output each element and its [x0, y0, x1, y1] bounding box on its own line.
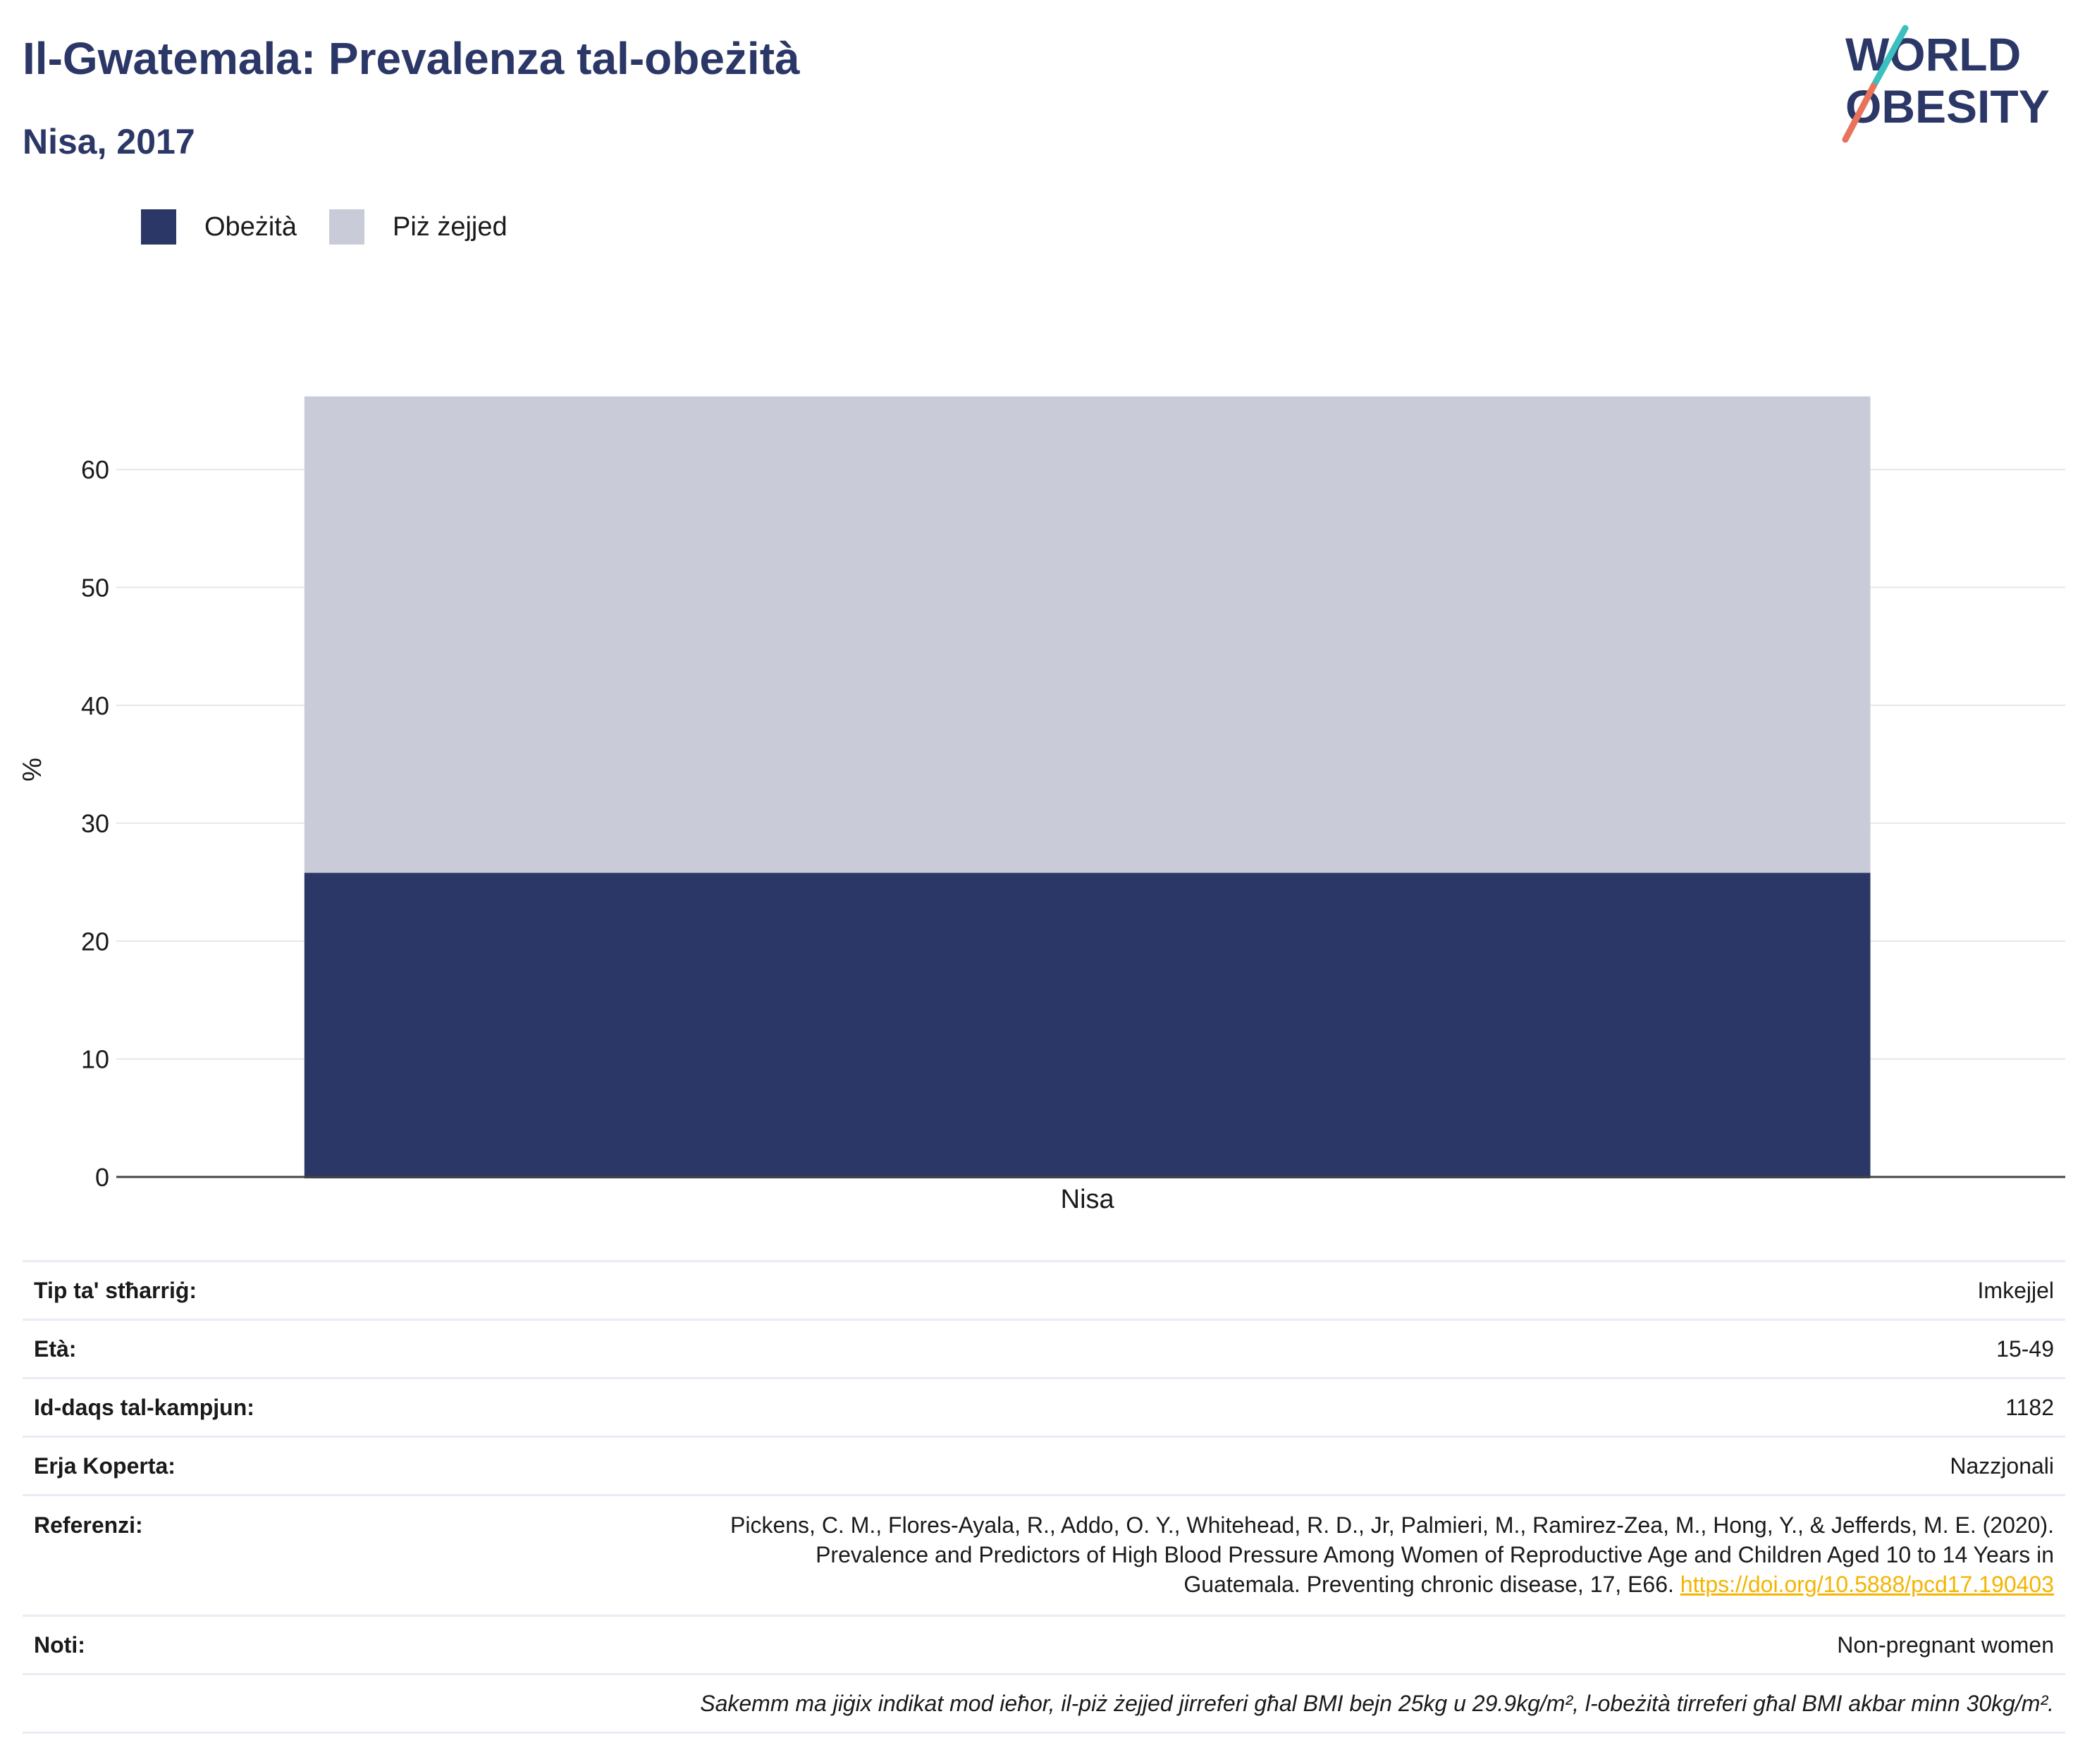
table-row-area: Erja Koperta: Nazzjonali: [23, 1436, 2065, 1495]
y-tick-label: 10: [81, 1045, 109, 1074]
logo-slash-top: [1870, 25, 1909, 90]
y-tick-label: 0: [95, 1163, 109, 1192]
table-row-footnote: Sakemm ma jiġix indikat mod ieħor, il-pi…: [23, 1673, 2065, 1734]
age-label: Età:: [23, 1319, 539, 1378]
world-obesity-logo: WORLD OBESITY: [1842, 25, 2050, 143]
bar-obesity: [304, 872, 1871, 1178]
survey-type-label: Tip ta' stħarriġ:: [23, 1260, 539, 1320]
age-value: 15-49: [539, 1319, 2065, 1378]
table-row-sample-size: Id-daqs tal-kampjun: 1182: [23, 1377, 2065, 1437]
table-row-age: Età: 15-49: [23, 1319, 2065, 1378]
legend-label-obesity: Obeżità: [204, 211, 297, 242]
notes-label: Noti:: [23, 1615, 539, 1674]
notes-value: Non-pregnant women: [539, 1615, 2065, 1674]
reference-line-2: Prevalence and Predictors of High Blood …: [816, 1542, 2054, 1567]
references-label: Referenzi:: [23, 1494, 539, 1616]
y-tick-label: 50: [81, 574, 109, 603]
legend-swatch-obesity: [141, 209, 176, 245]
reference-link[interactable]: https://doi.org/10.5888/pcd17.190403: [1680, 1572, 2054, 1597]
definition-footnote: Sakemm ma jiġix indikat mod ieħor, il-pi…: [23, 1673, 2065, 1734]
x-axis-ticks: Nisa: [1061, 1185, 1115, 1214]
logo-slash-bottom: [1842, 82, 1877, 143]
logo-line1: WORLD: [1845, 28, 2021, 80]
sample-size-label: Id-daqs tal-kampjun:: [23, 1377, 539, 1437]
y-tick-label: 40: [81, 691, 109, 720]
logo-line2: OBESITY: [1845, 80, 2050, 132]
chart-legend: Obeżità Piż żejjed: [141, 209, 540, 245]
references-value: Pickens, C. M., Flores-Ayala, R., Addo, …: [539, 1494, 2065, 1616]
table-row-notes: Noti: Non-pregnant women: [23, 1615, 2065, 1674]
bar-overweight: [304, 396, 1871, 873]
reference-line-3: Guatemala. Preventing chronic disease, 1…: [1183, 1572, 1674, 1597]
table-row-survey-type: Tip ta' stħarriġ: Imkejjel: [23, 1260, 2065, 1320]
y-axis-label: %: [18, 758, 47, 782]
y-axis-ticks: 0 10 20 30 40 50 60: [81, 455, 109, 1192]
chart-subtitle: Nisa, 2017: [23, 122, 195, 161]
legend-item-overweight[interactable]: Piż żejjed: [328, 209, 508, 245]
y-tick-label: 60: [81, 455, 109, 484]
sample-size-value: 1182: [539, 1377, 2065, 1437]
legend-item-obesity[interactable]: Obeżità: [141, 209, 297, 245]
bar-chart: 0 10 20 30 40 50 60 Nisa %: [18, 396, 2065, 1214]
y-tick-label: 20: [81, 927, 109, 956]
survey-info-table: Tip ta' stħarriġ: Imkejjel Età: 15-49 Id…: [23, 1260, 2065, 1734]
x-tick-label: Nisa: [1061, 1185, 1115, 1214]
table-row-references: Referenzi: Pickens, C. M., Flores-Ayala,…: [23, 1494, 2065, 1616]
bars: [304, 396, 1871, 1178]
area-value: Nazzjonali: [539, 1436, 2065, 1495]
reference-line-1: Pickens, C. M., Flores-Ayala, R., Addo, …: [730, 1512, 2054, 1538]
area-label: Erja Koperta:: [23, 1436, 539, 1495]
chart-title: Il-Gwatemala: Prevalenza tal-obeżità: [23, 33, 800, 84]
legend-label-overweight: Piż żejjed: [392, 211, 508, 242]
y-tick-label: 30: [81, 809, 109, 838]
survey-type-value: Imkejjel: [539, 1260, 2065, 1320]
legend-swatch-overweight: [328, 209, 364, 245]
